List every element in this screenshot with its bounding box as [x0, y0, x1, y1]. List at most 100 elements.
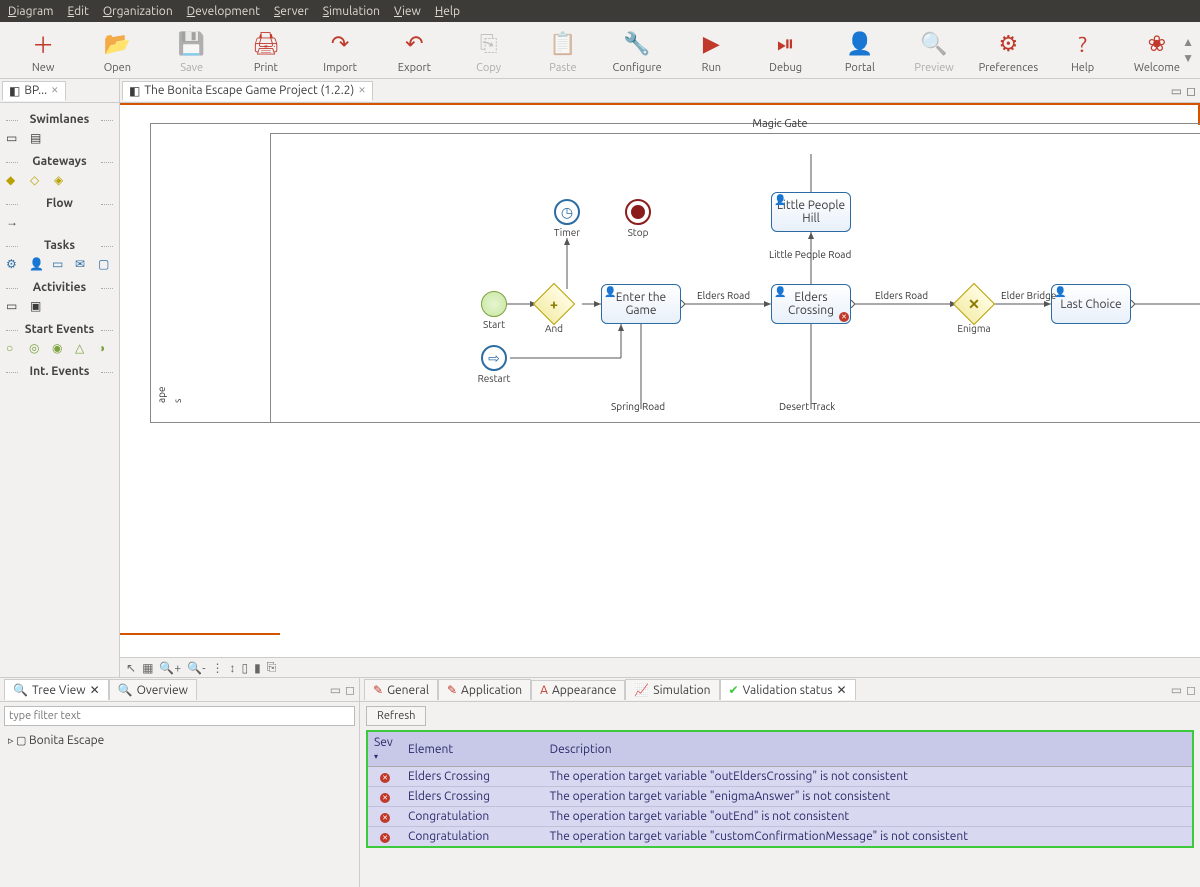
filter-input[interactable] — [4, 706, 355, 726]
close-icon[interactable]: ✕ — [51, 85, 59, 96]
tab-appearance[interactable]: AAppearance — [531, 680, 625, 700]
toolbar-chevron-up-icon[interactable]: ▲ — [1182, 35, 1194, 49]
task-enter-game[interactable]: 👤Enter the Game — [601, 284, 681, 324]
cell-element: Elders Crossing — [402, 767, 544, 787]
tool-portal[interactable]: 👤Portal — [825, 26, 895, 76]
menu-diagram[interactable]: Diagram — [8, 5, 54, 18]
col-description[interactable]: Description — [544, 732, 1192, 767]
maximize-icon[interactable]: ◻ — [1186, 683, 1196, 697]
palette-item-icon[interactable]: 👤 — [29, 257, 44, 273]
tool-run[interactable]: ▶Run — [676, 26, 746, 76]
tab-application[interactable]: ✎Application — [438, 679, 531, 700]
node-label: Elders Crossing — [776, 291, 846, 317]
tool-import[interactable]: ↷Import — [305, 26, 375, 76]
tab-label: Tree View — [32, 684, 86, 697]
grid-icon[interactable]: ▯ — [242, 661, 249, 675]
palette-section-gateways: Gateways — [6, 155, 113, 168]
task-last-choice[interactable]: 👤Last Choice — [1051, 284, 1131, 324]
palette-item-icon[interactable]: ▤ — [30, 131, 46, 147]
palette-item-icon[interactable]: ◉ — [52, 341, 67, 357]
export-icon[interactable]: ⎘ — [267, 661, 277, 675]
palette-item-icon[interactable]: ◈ — [54, 173, 70, 189]
tab-overview[interactable]: 🔍Overview — [109, 679, 197, 700]
zoom-out-icon[interactable]: 🔍- — [187, 661, 205, 675]
tree-tabs: 🔍Tree View✕ 🔍Overview ▭◻ — [0, 678, 359, 702]
toolbar-chevron-down-icon[interactable]: ▼ — [1182, 51, 1194, 65]
tool-new[interactable]: ＋New — [8, 26, 78, 76]
palette-item-icon[interactable]: ◇ — [30, 173, 46, 189]
menu-server[interactable]: Server — [274, 5, 309, 18]
stop-event[interactable]: Stop — [625, 199, 651, 225]
tool-label: Debug — [769, 62, 802, 74]
menu-help[interactable]: Help — [435, 5, 460, 18]
zoom-in-icon[interactable]: 🔍+ — [159, 661, 181, 675]
task-little-people-hill[interactable]: 👤Little People Hill — [771, 192, 851, 232]
canvas[interactable]: ape s Magic Gate — [120, 103, 1200, 657]
palette-item-icon[interactable]: ◆ — [6, 173, 22, 189]
pointer-icon[interactable]: ↖ — [126, 661, 136, 675]
task-elders-crossing[interactable]: 👤Elders Crossing✕ — [771, 284, 851, 324]
col-severity[interactable]: Sev ▾ — [368, 732, 402, 767]
palette-item-icon[interactable]: ○ — [6, 341, 21, 357]
palette-item-icon[interactable]: ✉ — [75, 257, 90, 273]
lane-magic-gate[interactable]: Magic Gate — [270, 133, 1200, 423]
menu-development[interactable]: Development — [187, 5, 260, 18]
tab-general[interactable]: ✎General — [364, 679, 438, 700]
tab-simulation[interactable]: 📈Simulation — [625, 679, 719, 700]
restart-event[interactable]: ⇨Restart — [481, 345, 507, 371]
palette-item-icon[interactable]: ◎ — [29, 341, 44, 357]
minimize-icon[interactable]: ▭ — [1171, 84, 1182, 98]
validation-row[interactable]: ✕CongratulationThe operation target vari… — [368, 807, 1192, 827]
timer-event[interactable]: Timer — [554, 199, 580, 225]
maximize-icon[interactable]: ◻ — [1186, 84, 1196, 98]
gateway-and[interactable]: +And — [539, 289, 569, 319]
menu-organization[interactable]: Organization — [103, 5, 173, 18]
tool-debug[interactable]: ⏯Debug — [751, 26, 821, 76]
tree[interactable]: ▹ ▢ Bonita Escape — [0, 730, 359, 751]
maximize-icon[interactable]: ◻ — [345, 683, 355, 697]
validation-row[interactable]: ✕Elders CrossingThe operation target var… — [368, 787, 1192, 807]
palette-tab-label: BP... — [24, 84, 47, 97]
tool-label: Preview — [914, 62, 953, 74]
validation-row[interactable]: ✕CongratulationThe operation target vari… — [368, 827, 1192, 847]
tool-configure[interactable]: 🔧Configure — [602, 26, 672, 76]
editor-tab[interactable]: ◧ The Bonita Escape Game Project (1.2.2)… — [122, 81, 373, 101]
palette-item-icon[interactable]: ▭ — [6, 299, 22, 315]
align-icon[interactable]: ↕ — [230, 661, 236, 675]
tool-preferences[interactable]: ⚙Preferences — [973, 26, 1043, 76]
close-icon[interactable]: ✕ — [358, 85, 366, 96]
palette-item-icon[interactable]: △ — [75, 341, 90, 357]
menu-edit[interactable]: Edit — [68, 5, 89, 18]
palette-item-icon[interactable]: → — [6, 215, 22, 231]
col-element[interactable]: Element — [402, 732, 544, 767]
minimize-icon[interactable]: ▭ — [1171, 683, 1182, 697]
close-icon[interactable]: ✕ — [837, 683, 847, 697]
palette-item-icon[interactable]: ▢ — [98, 257, 113, 273]
tree-root-label: Bonita Escape — [29, 734, 104, 747]
tab-validation-status[interactable]: ✔Validation status✕ — [720, 679, 856, 700]
palette-item-icon[interactable]: ▭ — [6, 131, 22, 147]
validation-row[interactable]: ✕Elders CrossingThe operation target var… — [368, 767, 1192, 787]
minimize-icon[interactable]: ▭ — [330, 683, 341, 697]
tab-label: Validation status — [743, 684, 833, 697]
palette-item-icon[interactable]: ⚙ — [6, 257, 21, 273]
palette-item-icon[interactable]: ▭ — [52, 257, 67, 273]
tool-help[interactable]: ?Help — [1048, 26, 1118, 76]
tab-tree-view[interactable]: 🔍Tree View✕ — [4, 679, 109, 700]
palette-tab-bpmn[interactable]: ◧ BP... ✕ — [2, 81, 66, 101]
tool-open[interactable]: 📂Open — [82, 26, 152, 76]
refresh-button[interactable]: Refresh — [366, 706, 426, 726]
palette-item-icon[interactable]: ◑ — [98, 341, 113, 357]
tool-export[interactable]: ↶Export — [379, 26, 449, 76]
palette-item-icon[interactable]: ▣ — [30, 299, 46, 315]
close-icon[interactable]: ✕ — [90, 683, 100, 697]
marquee-icon[interactable]: ▦ — [142, 661, 153, 675]
menu-view[interactable]: View — [394, 5, 421, 18]
tool-print[interactable]: 🖨Print — [231, 26, 301, 76]
tool-label: Print — [254, 62, 278, 74]
start-event[interactable]: Start — [481, 291, 507, 317]
gateway-enigma[interactable]: ✕Enigma — [959, 289, 989, 319]
menu-simulation[interactable]: Simulation — [323, 5, 380, 18]
palette-icon[interactable]: ▮ — [254, 661, 261, 675]
node-label: Enter the Game — [606, 291, 676, 317]
